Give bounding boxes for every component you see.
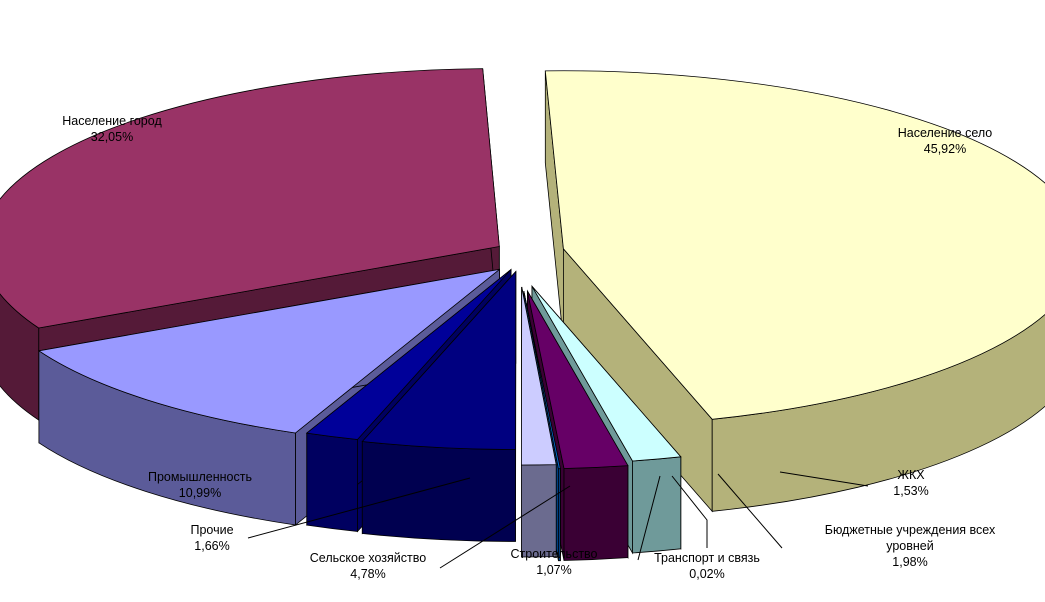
pie-slice-side [361,441,516,542]
slice-value-label: 1,53% [893,484,928,498]
pie-slices [0,68,1045,562]
slice-value-label: 45,92% [924,142,966,156]
pie-slice-top [531,286,682,462]
pie-slice-side [521,464,557,558]
slice-category-label: Население село [898,126,993,140]
pie-slice-top [0,68,500,329]
slice-value-label: 4,78% [350,567,385,581]
label-leader-line [671,475,708,548]
label-leader-line [717,473,783,549]
slice-category-label: Население город [62,114,162,128]
slice-value-label: 32,05% [91,130,133,144]
slice-value-label: 1,07% [536,563,571,577]
pie-slice-side [306,432,358,532]
slice-category-label: уровней [886,539,934,553]
label-leader-line [247,477,471,539]
pie-slice [520,286,557,558]
label-leader-line [637,475,661,561]
label-leader-line [779,471,869,487]
pie-slice-top [520,286,557,466]
slice-category-label: Промышленность [148,470,252,484]
slice-category-label: ЖКХ [897,468,925,482]
label-leader-line [439,485,571,569]
pie-slice-top [527,290,629,469]
slice-category-label: Сельское хозяйство [310,551,426,565]
slice-category-label: Прочие [190,523,233,537]
slice-category-label: Транспорт и связь [654,551,760,565]
slice-category-label: Бюджетные учреждения всех [825,523,996,537]
pie-slice-top [305,269,512,440]
pie-slice-side [632,456,682,554]
slice-value-label: 1,66% [194,539,229,553]
pie-labels: Население село 45,92% ЖКХ 1,53% Бюджетные уч… [62,114,996,581]
slice-category-label: Строительство [511,547,598,561]
slice-value-label: 1,98% [892,555,927,569]
pie-slice-top [361,270,517,450]
pie-slice-top [544,70,1045,420]
pie-slice [361,270,517,542]
pie-slice-top [37,269,500,434]
pie-slice-top [523,291,561,470]
slice-value-label: 0,02% [689,567,724,581]
slice-value-label: 10,99% [179,486,221,500]
pie-slice [544,70,1045,513]
